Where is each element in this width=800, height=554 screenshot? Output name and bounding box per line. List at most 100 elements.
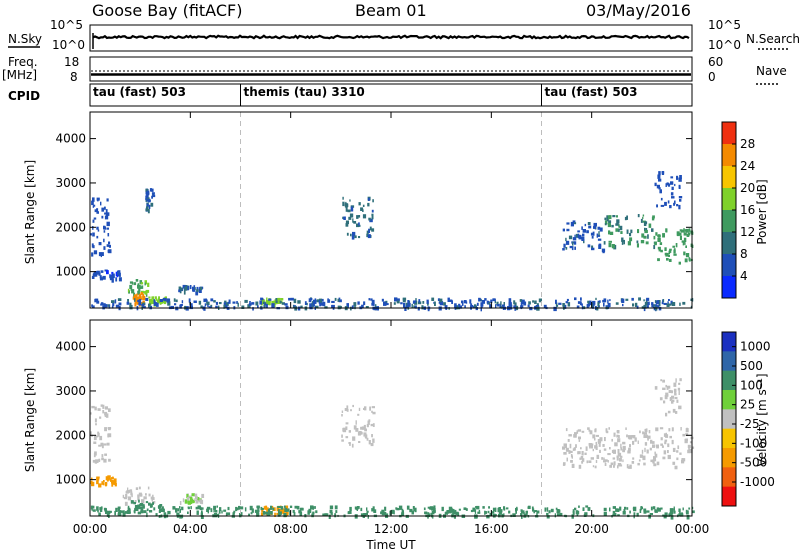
data-cell: [454, 303, 457, 308]
data-cell: [453, 514, 456, 519]
velocity-ylabel: Slant Range [km]: [23, 368, 37, 472]
data-cell: [255, 301, 259, 306]
data-cell: [621, 241, 624, 245]
data-cell: [319, 302, 322, 307]
data-cell: [257, 505, 260, 510]
data-cell: [520, 305, 524, 308]
data-cell: [148, 204, 151, 209]
data-cell: [283, 513, 287, 518]
data-cell: [578, 464, 582, 469]
data-cell: [262, 511, 266, 515]
data-cell: [271, 303, 275, 308]
data-cell: [620, 447, 623, 451]
data-cell: [572, 237, 577, 241]
data-cell: [115, 277, 118, 282]
data-cell: [347, 209, 351, 213]
data-cell: [595, 297, 597, 300]
data-cell: [484, 511, 488, 514]
data-cell: [285, 505, 289, 510]
data-cell: [104, 427, 107, 432]
data-cell: [598, 244, 602, 249]
data-cell: [589, 430, 593, 435]
data-cell: [151, 296, 154, 300]
data-cell: [555, 302, 558, 306]
velocity-colorbar: 1000 500 100 25 -25 -100 -500 -1000: [721, 331, 775, 507]
data-cell: [668, 513, 670, 517]
data-cell: [659, 189, 662, 194]
data-cell: [657, 246, 661, 250]
data-cell: [254, 509, 257, 513]
power-panel: [89, 111, 694, 312]
data-cell: [585, 505, 589, 508]
data-cell: [603, 302, 605, 307]
data-cell: [108, 304, 111, 309]
data-cell: [219, 507, 222, 511]
data-cell: [581, 303, 583, 306]
data-cell: [404, 306, 407, 311]
data-cell: [520, 512, 523, 517]
data-cell: [140, 292, 144, 295]
data-cell: [159, 508, 161, 512]
data-cell: [123, 510, 125, 515]
data-cell: [349, 199, 351, 202]
data-cell: [413, 508, 417, 512]
data-cell: [686, 510, 689, 515]
data-cell: [669, 510, 674, 515]
data-cell: [668, 303, 672, 306]
x-tick-label: 12:00: [374, 522, 409, 536]
data-cell: [651, 303, 654, 308]
data-cell: [396, 298, 400, 301]
data-cell: [643, 508, 647, 512]
data-cell: [146, 199, 149, 202]
data-cell: [555, 299, 557, 304]
data-cell: [622, 511, 626, 515]
data-cell: [356, 215, 359, 219]
data-cell: [179, 514, 183, 519]
data-cell: [146, 512, 148, 518]
data-cell: [414, 305, 417, 309]
data-cell: [682, 433, 685, 437]
data-cell: [176, 512, 180, 517]
data-cell: [658, 178, 662, 182]
data-cell: [678, 508, 681, 513]
data-cell: [261, 509, 264, 513]
x-tick-label: 00:00: [675, 522, 710, 536]
data-cell: [585, 446, 588, 451]
colorbar-tick-label: 16: [740, 203, 755, 217]
data-cell: [117, 298, 122, 301]
data-cell: [91, 243, 94, 248]
data-cell: [188, 298, 191, 303]
data-cell: [150, 202, 154, 207]
data-cell: [145, 501, 149, 504]
data-cell: [368, 228, 370, 234]
data-cell: [597, 234, 601, 237]
data-cell: [609, 231, 614, 235]
data-cell: [154, 296, 157, 300]
data-cell: [199, 288, 202, 293]
x-tick-label: 00:00: [73, 522, 108, 536]
data-cell: [163, 512, 167, 516]
data-cell: [196, 289, 199, 292]
data-cell: [135, 279, 139, 282]
data-cell: [637, 462, 640, 466]
data-cell: [96, 211, 99, 214]
data-cell: [368, 217, 371, 221]
data-cell: [481, 300, 485, 304]
data-cell: [90, 480, 93, 485]
data-cell: [463, 300, 467, 304]
data-cell: [674, 396, 678, 400]
data-cell: [685, 428, 689, 433]
data-cell: [532, 300, 534, 303]
data-cell: [322, 513, 326, 516]
data-cell: [289, 510, 291, 515]
data-cell: [672, 245, 675, 248]
data-cell: [595, 434, 599, 437]
data-cell: [452, 510, 456, 515]
data-cell: [175, 508, 178, 513]
data-cell: [589, 300, 592, 306]
data-cell: [597, 302, 600, 307]
data-cell: [99, 277, 103, 281]
data-cell: [603, 448, 607, 451]
data-cell: [660, 249, 663, 253]
data-cell: [625, 427, 627, 430]
